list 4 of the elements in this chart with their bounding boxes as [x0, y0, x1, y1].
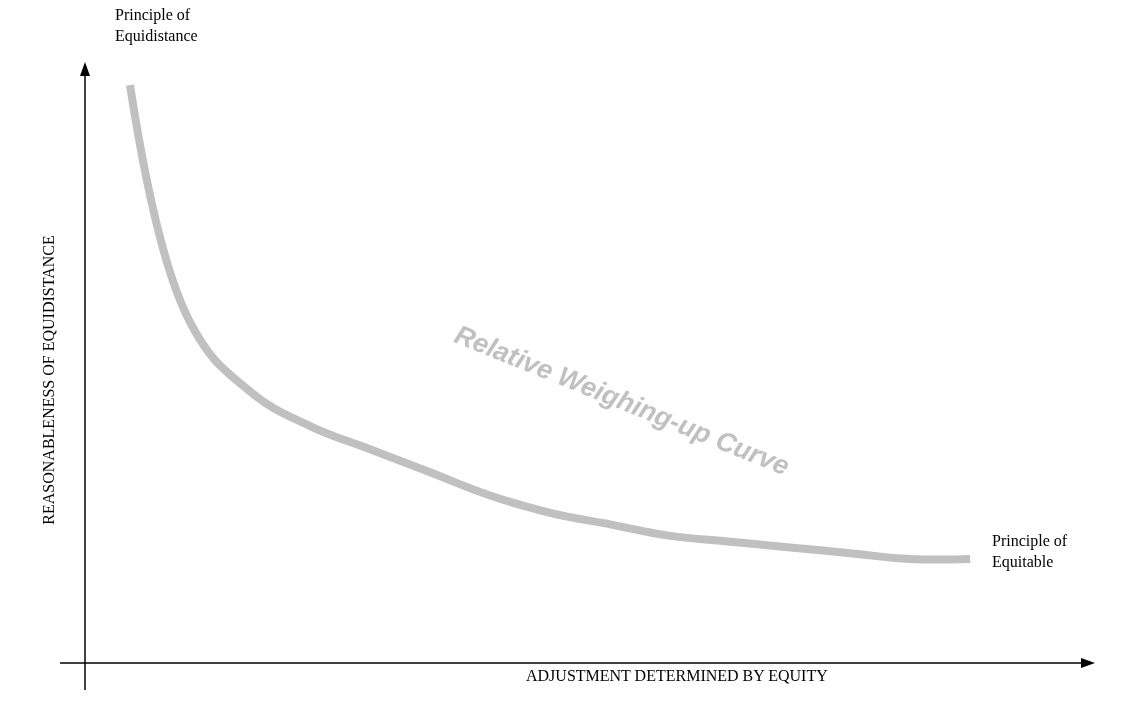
y-axis-title: REASONABLENESS OF EQUIDISTANCE — [40, 235, 58, 525]
x-axis-title: ADJUSTMENT DETERMINED BY EQUITY — [526, 667, 829, 684]
text: Principle of Equidistance — [115, 6, 198, 45]
annotation: Principle of Equitable — [992, 532, 1068, 571]
